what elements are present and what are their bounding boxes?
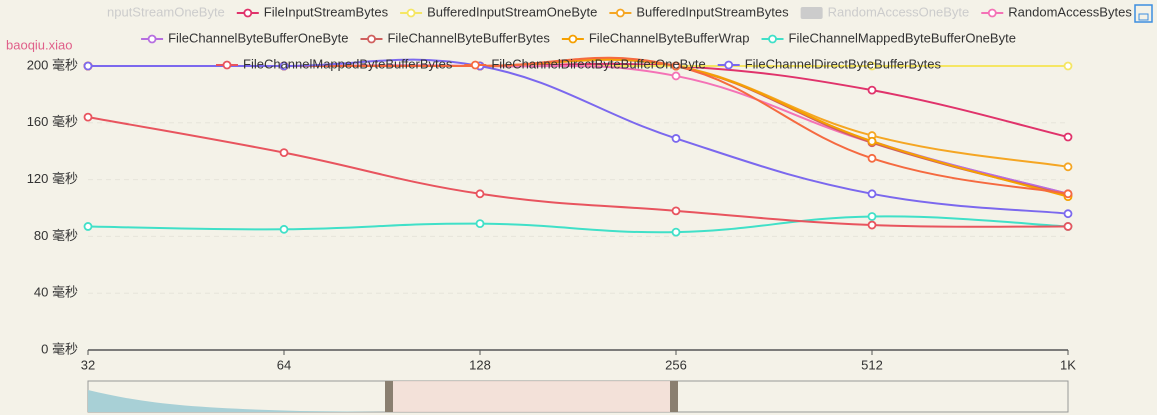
point	[83, 61, 93, 71]
legend-icon	[222, 60, 232, 70]
series-line	[88, 58, 1069, 197]
point	[279, 61, 289, 71]
point	[1063, 61, 1073, 71]
point	[671, 71, 681, 81]
legend-item[interactable]: FileChannelMappedByteBufferBytes	[216, 56, 453, 71]
point	[671, 134, 681, 143]
legend-label: BufferedInputStreamBytes	[636, 4, 789, 19]
legend-icon	[147, 34, 157, 44]
legend-label: FileChannelDirectByteBufferBytes	[745, 56, 942, 71]
legend-label: FileChannelMappedByteBufferOneByte	[789, 30, 1016, 45]
series-line	[88, 58, 1069, 198]
point	[867, 220, 877, 230]
point	[1063, 162, 1073, 172]
point	[671, 206, 681, 216]
y-tick-label: 160 毫秒	[27, 114, 78, 129]
legend-label: BufferedInputStreamOneByte	[427, 4, 597, 19]
point	[671, 227, 681, 237]
point	[1063, 189, 1073, 199]
legend-icon	[615, 8, 625, 18]
legend-label: FileChannelMappedByteBufferBytes	[243, 56, 453, 71]
legend-label: FileChannelByteBufferOneByte	[168, 30, 348, 45]
legend-item[interactable]: BufferedInputStreamOneByte	[400, 4, 597, 19]
legend-item[interactable]: FileChannelDirectByteBufferBytes	[717, 56, 942, 71]
legend-row: nputStreamOneByte FileInputStreamBytes Buf…	[107, 4, 1132, 19]
zoom-handle[interactable]	[385, 381, 393, 412]
series-line	[87, 116, 1069, 228]
y-tick-label: 200 毫秒	[27, 57, 78, 72]
series-line	[88, 62, 1069, 138]
zoom-handle[interactable]	[670, 381, 678, 412]
legend-item[interactable]: FileInputStreamBytes	[236, 4, 389, 19]
legend-item[interactable]: FileChannelMappedByteBufferOneByte	[761, 30, 1016, 45]
series-line	[88, 58, 1069, 195]
series-line	[87, 215, 1069, 234]
legend-item[interactable]: FileChannelByteBufferBytes	[360, 30, 550, 45]
legend-icon	[987, 8, 997, 18]
y-tick-label: 40 毫秒	[34, 285, 78, 300]
legend-icon	[724, 60, 734, 70]
point	[671, 61, 681, 71]
x-tick-label: 256	[665, 357, 687, 372]
legend-item[interactable]: FileChannelDirectByteBufferOneByte	[464, 56, 706, 71]
series-line	[88, 58, 1069, 215]
subtitle: baoqiu.xiao	[6, 37, 73, 52]
legend-item[interactable]: nputStreamOneByte	[107, 4, 225, 19]
legend-row: FileChannelMappedByteBufferBytes FileChan…	[216, 56, 941, 71]
data-zoom[interactable]	[87, 380, 1069, 413]
y-tick-label: 80 毫秒	[34, 228, 78, 243]
point	[279, 148, 289, 158]
legend-item[interactable]: RandomAccessOneByte	[800, 4, 970, 19]
legend-icon	[406, 8, 416, 18]
legend-label: FileChannelDirectByteBufferOneByte	[491, 56, 705, 71]
point	[867, 85, 877, 95]
x-tick-label: 1K	[1060, 357, 1076, 372]
point	[475, 189, 485, 199]
legend-item[interactable]: FileChannelByteBufferWrap	[561, 30, 750, 45]
point	[1063, 222, 1073, 231]
save-icon[interactable]	[1134, 4, 1153, 23]
y-tick-label: 120 毫秒	[27, 171, 78, 186]
legend-icon	[470, 60, 480, 70]
point	[279, 224, 289, 234]
legend-icon	[800, 7, 823, 19]
series-line	[88, 58, 1069, 168]
legend-icon	[243, 8, 253, 18]
y-tick-label: 0 毫秒	[41, 341, 78, 356]
zoom-shadow	[88, 390, 388, 412]
legend-item[interactable]: BufferedInputStreamBytes	[609, 4, 789, 19]
x-tick-label: 128	[469, 357, 491, 372]
legend-item[interactable]: RandomAccessBytes	[981, 4, 1132, 19]
series-line	[88, 64, 1069, 195]
legend-label: RandomAccessOneByte	[828, 4, 970, 19]
legend-label: FileInputStreamBytes	[264, 4, 389, 19]
point	[867, 61, 877, 71]
point	[83, 222, 93, 231]
legend-label: FileChannelByteBufferBytes	[387, 30, 550, 45]
point	[867, 189, 877, 199]
legend-label: FileChannelByteBufferWrap	[589, 30, 750, 45]
series-line	[88, 56, 1069, 195]
legend-icon	[367, 34, 376, 44]
legend-label: RandomAccessBytes	[1008, 4, 1132, 19]
legend-row: FileChannelByteBufferOneByte FileChannelB…	[141, 30, 1016, 45]
legend-icon	[568, 34, 578, 44]
point	[475, 219, 485, 229]
x-tick-label: 32	[81, 357, 95, 372]
x-tick-label: 64	[277, 357, 291, 372]
point	[867, 153, 877, 163]
legend-item[interactable]: FileChannelByteBufferOneByte	[141, 30, 348, 45]
point	[867, 136, 877, 146]
zoom-window	[388, 381, 674, 412]
point	[1063, 132, 1073, 142]
point	[867, 212, 877, 221]
x-tick-label: 512	[861, 357, 883, 372]
plot	[83, 56, 1073, 294]
legend-label: nputStreamOneByte	[107, 4, 225, 19]
point	[83, 112, 93, 122]
point	[1063, 209, 1073, 219]
legend-icon	[768, 34, 777, 44]
